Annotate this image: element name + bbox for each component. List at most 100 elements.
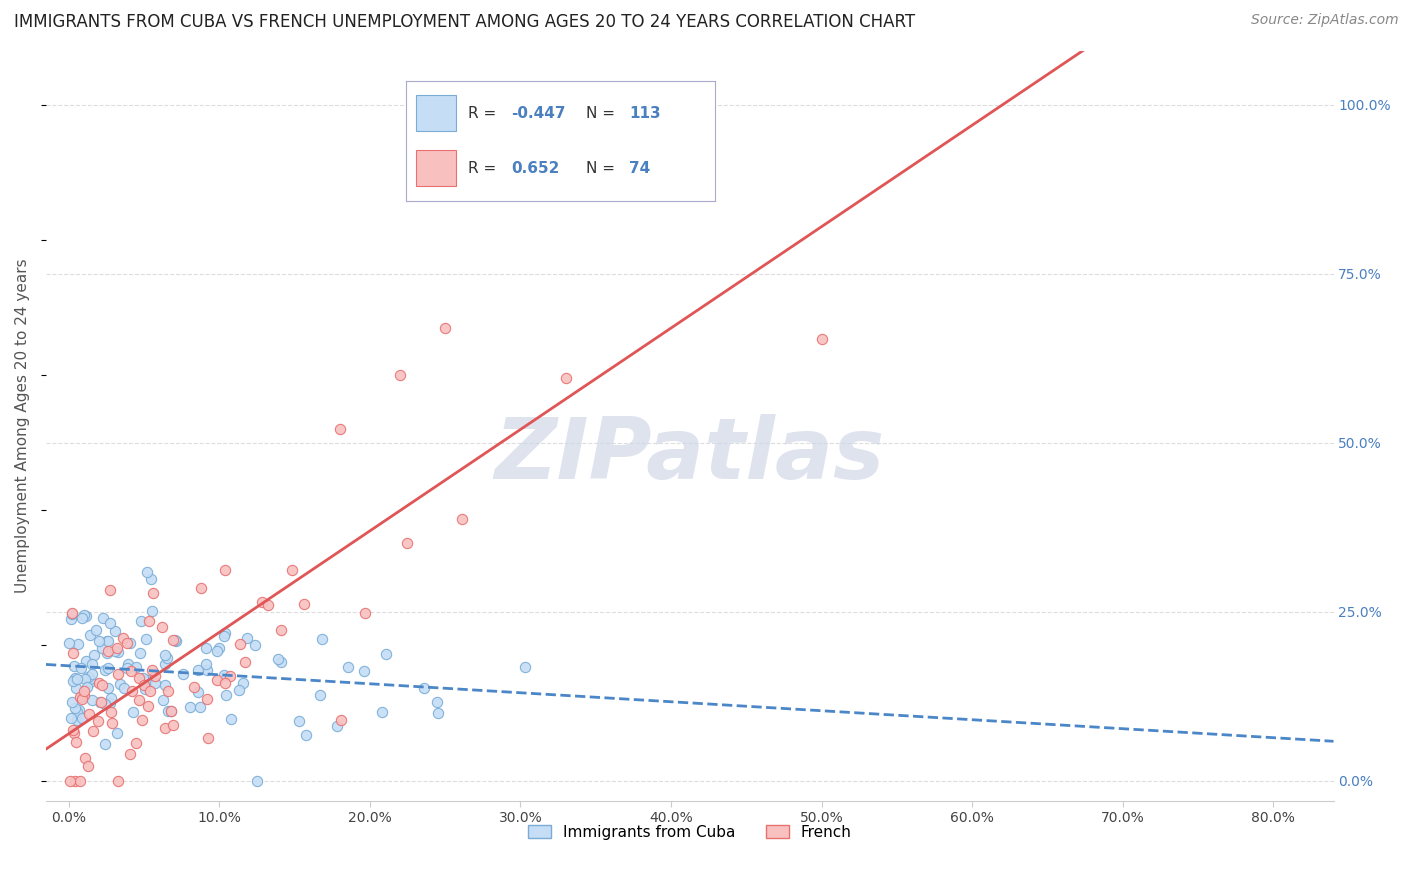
Point <box>73 750 96 764</box>
Point <box>311 632 333 646</box>
Point <box>129 646 152 660</box>
Point <box>195 663 218 677</box>
Point <box>228 683 250 698</box>
Point <box>219 712 242 726</box>
Point <box>434 320 457 334</box>
Point <box>107 773 129 788</box>
Point <box>153 721 176 735</box>
Point <box>205 673 228 687</box>
Point <box>76 680 98 694</box>
Point <box>59 611 82 625</box>
Point <box>121 705 143 719</box>
Point <box>287 714 309 728</box>
Point <box>79 628 101 642</box>
Point <box>89 695 111 709</box>
Point <box>62 646 84 660</box>
Point <box>75 609 97 624</box>
Point <box>98 696 121 710</box>
Point <box>160 704 183 718</box>
Point <box>105 725 128 739</box>
Point <box>66 673 89 687</box>
Point <box>63 725 86 739</box>
Point <box>157 683 180 698</box>
Point <box>104 644 127 658</box>
Point <box>179 699 201 714</box>
Point <box>183 680 205 694</box>
Point <box>79 672 101 686</box>
Point <box>76 759 98 773</box>
Point <box>295 728 318 742</box>
Point <box>100 690 122 705</box>
Point <box>229 637 252 651</box>
Point <box>329 422 352 436</box>
Point <box>67 702 90 716</box>
Point <box>555 371 578 385</box>
Point <box>257 598 280 612</box>
Point <box>354 607 377 621</box>
Point <box>187 663 209 677</box>
Point <box>214 564 236 578</box>
Point <box>426 706 449 720</box>
Text: IMMIGRANTS FROM CUBA VS FRENCH UNEMPLOYMENT AMONG AGES 20 TO 24 YEARS CORRELATIO: IMMIGRANTS FROM CUBA VS FRENCH UNEMPLOYM… <box>14 13 915 31</box>
Point <box>118 747 141 761</box>
Point <box>160 704 183 718</box>
Point <box>134 682 156 697</box>
Point <box>73 684 96 698</box>
Point <box>77 706 100 721</box>
Point <box>371 706 394 720</box>
Point <box>96 644 118 658</box>
Point <box>329 714 352 728</box>
Point <box>270 623 292 637</box>
Point <box>62 723 84 737</box>
Point <box>218 669 240 683</box>
Point <box>374 647 396 661</box>
Point <box>66 705 89 719</box>
Point <box>60 695 83 709</box>
Point <box>115 636 138 650</box>
Point <box>97 634 120 648</box>
Point <box>125 660 148 674</box>
Point <box>66 713 89 727</box>
Point <box>810 332 832 346</box>
Point <box>110 677 132 691</box>
Point <box>270 655 292 669</box>
Point <box>97 681 120 695</box>
Point <box>79 675 101 690</box>
Point <box>124 736 146 750</box>
Point <box>69 661 91 675</box>
Point <box>65 681 87 695</box>
Point <box>139 573 162 587</box>
Point <box>267 652 290 666</box>
Point <box>162 633 184 648</box>
Point <box>135 632 157 646</box>
Point <box>215 688 238 702</box>
Point <box>69 690 91 705</box>
Point <box>118 636 141 650</box>
Point <box>112 681 135 695</box>
Point <box>128 693 150 707</box>
Point <box>152 692 174 706</box>
Point <box>139 684 162 698</box>
Point <box>235 631 257 645</box>
Point <box>58 636 80 650</box>
Point <box>412 681 434 695</box>
Point <box>150 619 173 633</box>
Point <box>105 640 128 655</box>
Point <box>141 663 163 677</box>
Point <box>70 711 93 725</box>
Point <box>84 623 107 637</box>
Point <box>212 667 235 681</box>
Point <box>70 611 93 625</box>
Point <box>80 693 103 707</box>
Point <box>82 723 104 738</box>
Point <box>190 581 212 595</box>
Point <box>395 535 418 549</box>
Point <box>165 632 187 647</box>
Point <box>62 659 84 673</box>
Point <box>308 688 330 702</box>
Point <box>60 711 83 725</box>
Point <box>138 614 160 628</box>
Point <box>117 657 139 671</box>
Point <box>107 667 129 681</box>
Point <box>142 586 165 600</box>
